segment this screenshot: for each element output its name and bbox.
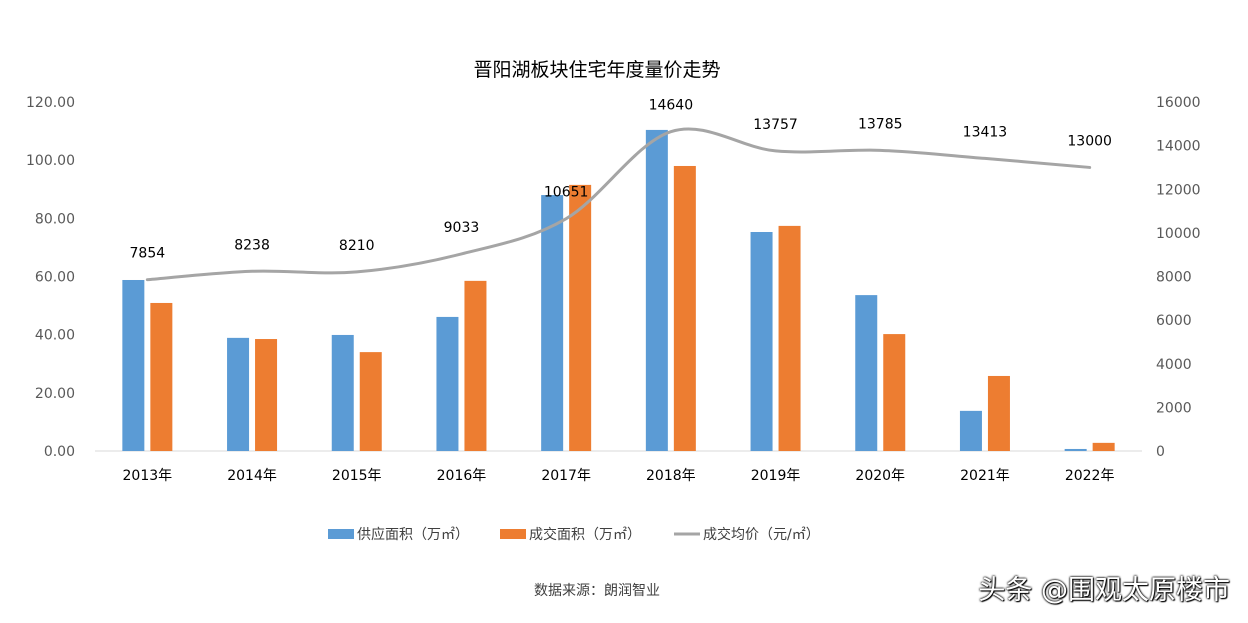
legend-swatch (328, 529, 354, 539)
bar-supply (645, 129, 668, 452)
right-axis-tick: 14000 (1156, 139, 1201, 155)
left-axis-tick: 20.00 (35, 386, 75, 402)
price-data-label: 13000 (1067, 133, 1112, 149)
x-axis-tick: 2016年 (437, 468, 487, 484)
left-axis-tick: 60.00 (35, 270, 75, 286)
price-data-label: 13757 (753, 117, 798, 133)
x-axis-tick: 2017年 (541, 468, 591, 484)
right-axis-tick: 6000 (1156, 313, 1192, 329)
right-axis-tick: 2000 (1156, 400, 1192, 416)
x-axis-tick: 2022年 (1065, 468, 1115, 484)
price-line (145, 127, 1092, 282)
right-axis-tick: 4000 (1156, 357, 1192, 373)
watermark: 头条 @围观太原楼市 (978, 575, 1230, 606)
bar-sold (464, 280, 487, 451)
price-data-label: 8238 (234, 237, 270, 253)
bar-sold (1092, 442, 1115, 451)
legend-label: 成交面积（万㎡） (529, 526, 641, 543)
price-data-label: 9033 (444, 220, 480, 236)
right-axis-tick: 0 (1156, 444, 1165, 460)
right-axis-tick: 10000 (1156, 226, 1201, 242)
legend: 供应面积（万㎡） 成交面积（万㎡） 成交均价（元/㎡） (328, 526, 820, 543)
x-axis-tick: 2019年 (751, 468, 801, 484)
bar-supply (959, 410, 982, 451)
bar-supply (750, 232, 773, 451)
price-data-label: 13413 (963, 124, 1008, 140)
left-axis-tick: 40.00 (35, 328, 75, 344)
left-axis-tick: 100.00 (26, 153, 75, 169)
price-data-label: 10651 (544, 185, 589, 201)
bar-sold (673, 165, 696, 451)
left-axis-tick: 80.00 (35, 211, 75, 227)
bar-sold (150, 302, 173, 451)
source-note: 数据来源：朗润智业 (534, 583, 660, 599)
bar-sold (569, 184, 592, 451)
right-axis-tick: 16000 (1156, 95, 1201, 111)
legend-swatch (500, 529, 526, 539)
bar-supply (1064, 448, 1087, 451)
bar-supply (227, 337, 250, 451)
legend-label: 供应面积（万㎡） (357, 526, 469, 543)
bar-supply (541, 195, 564, 451)
x-axis-tick: 2015年 (332, 468, 382, 484)
bar-sold (778, 225, 801, 451)
price-data-label: 7854 (130, 246, 166, 262)
legend-label: 成交均价（元/㎡） (703, 526, 820, 543)
bar-supply (436, 316, 459, 451)
price-data-label: 13785 (858, 116, 903, 132)
bar-sold (883, 334, 906, 451)
bar-supply (331, 334, 354, 451)
right-axis-tick: 12000 (1156, 182, 1201, 198)
bar-sold (987, 375, 1010, 451)
x-axis-tick: 2014年 (227, 468, 277, 484)
x-axis-tick: 2021年 (960, 468, 1010, 484)
left-axis-tick: 0.00 (44, 444, 75, 460)
bar-supply (122, 279, 145, 451)
x-axis-tick: 2018年 (646, 468, 696, 484)
bar-sold (255, 339, 278, 451)
x-axis-tick: 2020年 (855, 468, 905, 484)
x-axis-tick: 2013年 (123, 468, 173, 484)
bar-sold (359, 352, 382, 451)
chart-title: 晋阳湖板块住宅年度量价走势 (473, 59, 720, 81)
bar-supply (855, 295, 878, 451)
price-data-label: 8210 (339, 238, 375, 254)
left-axis-tick: 120.00 (26, 95, 75, 111)
price-data-label: 14640 (649, 98, 694, 114)
right-axis-tick: 8000 (1156, 270, 1192, 286)
